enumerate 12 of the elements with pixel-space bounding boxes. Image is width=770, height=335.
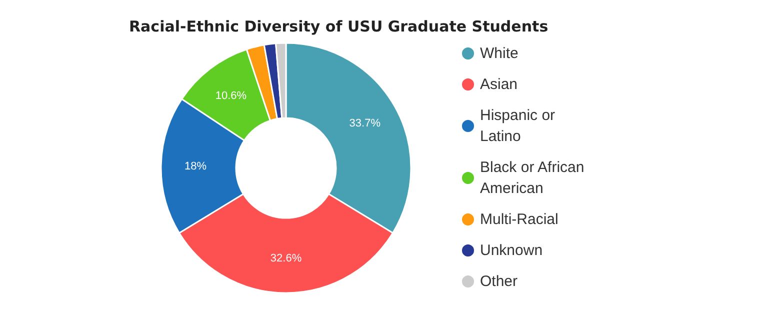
legend-label: Multi-Racial (480, 211, 558, 228)
legend-label: Unknown (480, 242, 543, 259)
chart-title: Racial-Ethnic Diversity of USU Graduate Students (129, 18, 548, 36)
legend-label: Hispanic or Latino (480, 107, 560, 145)
data-label: 10.6% (215, 90, 247, 102)
legend-label: Asian (480, 76, 518, 93)
data-label: 18% (184, 160, 207, 172)
data-label: 32.6% (270, 252, 302, 264)
legend-label: Black or African American (480, 159, 588, 197)
data-label: 33.7% (349, 118, 381, 130)
legend-label: Other (480, 273, 518, 290)
legend-label: White (480, 45, 518, 62)
